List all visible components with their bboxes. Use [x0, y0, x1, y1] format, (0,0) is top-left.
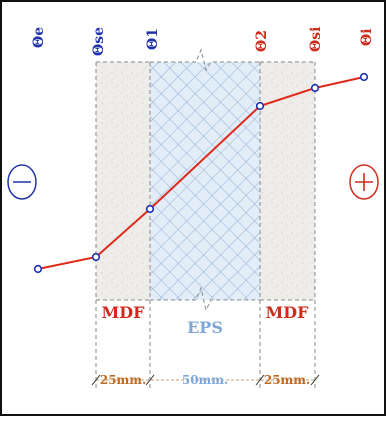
- temperature-points: [33, 72, 369, 274]
- point-theta-1: [145, 204, 155, 214]
- break-bottom: [150, 286, 260, 312]
- mdf-right-layer: [260, 62, 315, 300]
- point-theta-2: [255, 101, 265, 111]
- layer-boundaries: [95, 61, 316, 390]
- dimension-eps: 50mm.: [182, 373, 228, 387]
- point-theta-se: [91, 252, 101, 262]
- material-label-mdf-left: MDF: [102, 303, 146, 322]
- label-theta-1: Θ1: [145, 28, 161, 50]
- point-theta-i: [359, 72, 369, 82]
- label-theta-si: Θsi: [308, 27, 324, 52]
- interior-plus-icon: [349, 164, 379, 200]
- label-theta-e: Θe: [31, 27, 47, 48]
- point-theta-si: [310, 83, 320, 93]
- material-label-mdf-right: MDF: [266, 303, 310, 322]
- exterior-minus-icon: [7, 164, 37, 200]
- dimension-mdf-right: 25mm.: [264, 373, 310, 387]
- dimension-mdf-left: 25mm.: [100, 373, 146, 387]
- point-theta-e: [33, 264, 43, 274]
- break-top: [150, 48, 260, 72]
- label-theta-i: Θi: [359, 28, 375, 46]
- temperature-labels: Θe Θse Θ1 Θ2 Θsi Θi: [31, 27, 375, 56]
- temperature-profile-line: [37, 76, 365, 270]
- dimension-ticks: [91, 374, 320, 386]
- mdf-left-layer: [96, 62, 150, 300]
- material-label-eps: EPS: [187, 318, 223, 337]
- label-theta-se: Θse: [91, 27, 107, 56]
- eps-layer: [150, 62, 260, 300]
- label-theta-2: Θ2: [254, 30, 270, 52]
